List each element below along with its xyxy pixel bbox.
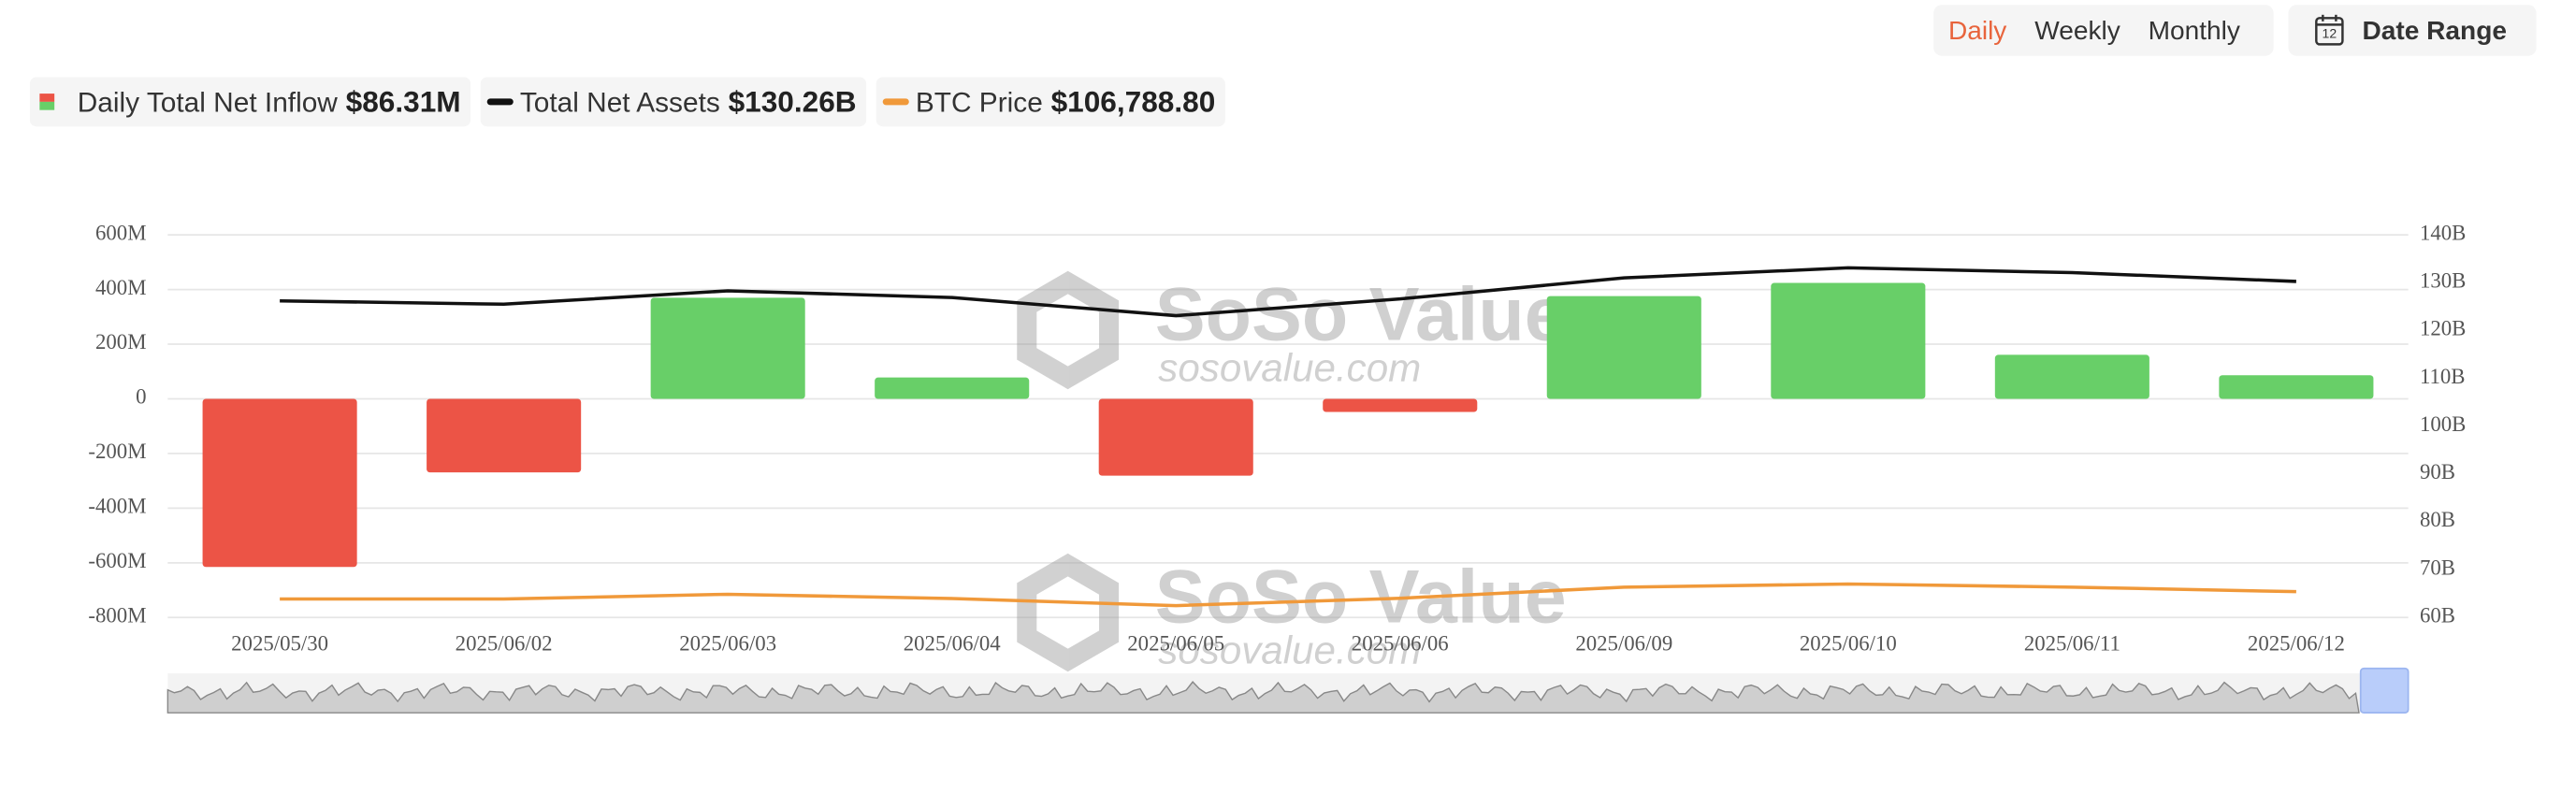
legend-item-bg — [480, 77, 867, 127]
legend-value: $106,788.80 — [1051, 84, 1216, 118]
watermark-brand: SoSo Value — [1155, 556, 1567, 640]
bar — [650, 297, 805, 399]
y2-tick-label: 140B — [2420, 221, 2466, 244]
y2-tick-label: 60B — [2420, 604, 2455, 628]
y2-tick-label: 70B — [2420, 556, 2455, 579]
x-tick-label: 2025/06/10 — [1800, 631, 1897, 655]
date-range-label[interactable]: Date Range — [2362, 16, 2506, 45]
legend-label: BTC Price — [916, 87, 1043, 118]
bar — [2219, 375, 2374, 399]
y-tick-label: 0 — [136, 385, 146, 409]
legend-swatch — [39, 94, 55, 102]
watermark-url: sosovalue.com — [1158, 345, 1421, 389]
legend-label: Daily Total Net Inflow — [78, 87, 339, 118]
plot: -800M -600M -400M -200M 0 200M 400M 600M 60B 70B 8… — [88, 221, 2466, 714]
legend-value: $130.26B — [729, 84, 857, 118]
navigator-series — [166, 681, 2360, 714]
bar — [427, 398, 582, 473]
x-tick-label: 2025/06/03 — [679, 631, 776, 655]
x-tick-label: 2025/06/11 — [2024, 631, 2120, 655]
watermark-url: sosovalue.com — [1158, 628, 1421, 671]
y2-tick-label: 80B — [2420, 508, 2455, 531]
period-button[interactable]: Monthly — [2149, 16, 2240, 45]
line-series — [280, 582, 2296, 608]
y-tick-label: -600M — [88, 549, 146, 572]
navigator-window[interactable] — [2359, 667, 2410, 714]
watermark-logo — [1017, 270, 1120, 390]
y-tick-label: 400M — [95, 276, 147, 299]
legend: Daily Total Net Inflow $86.31M Total Net A… — [29, 77, 1225, 127]
legend-label: Total Net Assets — [520, 87, 720, 118]
x-tick-label: 2025/05/30 — [231, 631, 328, 655]
x-tick-label: 2025/06/09 — [1575, 631, 1672, 655]
legend-swatch — [39, 101, 55, 110]
period-button[interactable]: Daily — [1948, 16, 2006, 45]
x-tick-label: 2025/06/05 — [1127, 631, 1224, 655]
x-tick-label: 2025/06/12 — [2248, 631, 2345, 655]
legend-item-bg — [29, 77, 471, 127]
x-tick-label: 2025/06/04 — [904, 631, 1002, 655]
line-series — [280, 266, 2296, 318]
y-tick-label: 200M — [95, 330, 147, 354]
bar — [1771, 282, 1926, 399]
y-tick-label: -400M — [88, 495, 146, 518]
x-tick-label: 2025/06/06 — [1352, 631, 1449, 655]
y2-tick-label: 120B — [2420, 317, 2466, 340]
bar — [1323, 398, 1478, 412]
calendar-icon — [2315, 14, 2344, 46]
bar — [1098, 398, 1253, 476]
y-tick-label: -800M — [88, 604, 146, 628]
bar — [202, 398, 357, 568]
y2-tick-label: 100B — [2420, 412, 2466, 436]
legend-item-bg — [876, 77, 1225, 127]
bar — [1546, 296, 1701, 399]
watermark-logo — [1017, 553, 1120, 672]
period-controls: 12 Date Range Daily Weekly Monthly — [1933, 5, 2537, 56]
watermark-brand: SoSo Value — [1155, 273, 1567, 357]
y-tick-label: 600M — [95, 221, 147, 244]
y2-tick-label: 110B — [2420, 365, 2466, 388]
y-tick-label: -200M — [88, 440, 146, 463]
period-button[interactable]: Weekly — [2034, 16, 2120, 45]
x-tick-label: 2025/06/02 — [456, 631, 553, 655]
calendar-day: 12 — [2323, 25, 2337, 40]
date-range-button[interactable] — [2288, 5, 2537, 56]
period-group — [1933, 5, 2274, 56]
y2-tick-label: 130B — [2420, 269, 2466, 293]
legend-value: $86.31M — [346, 84, 461, 118]
bar — [1994, 354, 2149, 399]
y2-tick-label: 90B — [2420, 460, 2455, 483]
bar — [875, 377, 1030, 399]
